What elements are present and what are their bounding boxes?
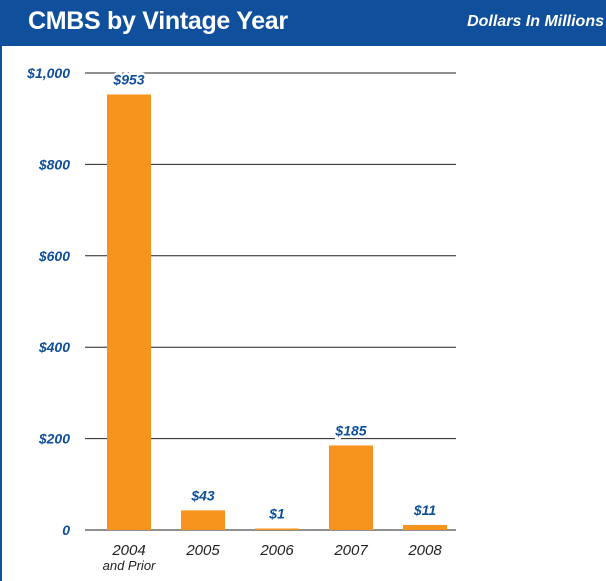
bar [181, 510, 225, 530]
x-tick-label: 2008 [407, 542, 442, 559]
bar [329, 445, 373, 530]
bar [255, 528, 299, 530]
x-tick-label: 2004 [111, 542, 145, 559]
y-tick-label: $1,000 [26, 65, 70, 81]
y-tick-label: $200 [38, 431, 70, 447]
x-tick-label: 2005 [185, 542, 220, 559]
y-tick-label: $600 [38, 248, 70, 264]
chart-subtitle: Dollars In Millions [467, 13, 604, 30]
chart-title: CMBS by Vintage Year [28, 7, 288, 35]
data-label: $1 [268, 506, 285, 522]
bar [403, 524, 447, 530]
data-label: $185 [334, 422, 366, 438]
y-tick-label: $400 [38, 339, 70, 355]
data-label: $11 [413, 502, 437, 518]
data-label: $953 [112, 71, 144, 87]
x-tick-label: and Prior [103, 558, 156, 573]
x-tick-label: 2007 [333, 542, 368, 559]
y-tick-label: $800 [38, 156, 70, 172]
data-label: $43 [190, 487, 215, 503]
chart-header: CMBS by Vintage Year Dollars In Millions [2, 0, 606, 46]
bar [107, 94, 151, 530]
y-tick-label: 0 [62, 522, 70, 538]
x-tick-label: 2006 [259, 542, 294, 559]
